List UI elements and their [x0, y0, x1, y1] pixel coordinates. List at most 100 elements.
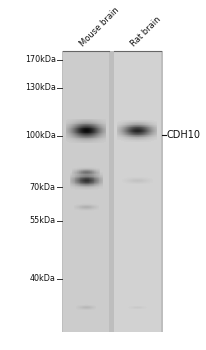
Bar — [143, 133, 144, 134]
Bar — [150, 125, 151, 126]
Bar — [139, 129, 140, 130]
Bar — [77, 130, 78, 131]
Bar — [68, 138, 69, 139]
Bar — [142, 134, 143, 135]
Bar — [151, 137, 152, 138]
Bar — [94, 121, 95, 122]
Bar — [132, 125, 133, 126]
Bar — [88, 133, 89, 134]
Bar — [83, 121, 84, 122]
Bar — [69, 133, 70, 134]
Bar — [126, 135, 127, 136]
Bar — [69, 124, 70, 125]
Bar — [81, 176, 82, 177]
Bar — [154, 129, 156, 130]
Bar — [71, 136, 72, 137]
Bar — [98, 179, 99, 180]
Bar — [88, 188, 89, 189]
Bar — [101, 127, 102, 128]
Bar — [71, 120, 72, 121]
Bar — [75, 186, 76, 187]
Bar — [85, 176, 86, 177]
Bar — [138, 120, 139, 121]
Bar — [135, 135, 136, 136]
Bar — [132, 127, 133, 128]
Bar — [124, 130, 125, 131]
Bar — [69, 131, 70, 132]
Bar — [83, 130, 84, 131]
Bar — [88, 132, 89, 133]
Bar — [85, 139, 86, 140]
Bar — [154, 123, 156, 124]
Bar — [81, 126, 82, 127]
Bar — [99, 128, 100, 130]
Bar — [142, 129, 143, 130]
Bar — [70, 123, 71, 124]
Bar — [80, 122, 81, 123]
Bar — [93, 140, 94, 141]
Bar — [85, 187, 86, 188]
Bar — [150, 132, 151, 133]
Bar — [79, 142, 80, 144]
Bar — [98, 184, 99, 185]
Bar — [99, 187, 100, 188]
Bar — [127, 141, 128, 142]
Bar — [88, 130, 89, 131]
Bar — [102, 139, 103, 140]
Bar — [134, 124, 135, 125]
Bar — [84, 130, 85, 131]
Bar — [84, 123, 85, 124]
Bar — [103, 141, 104, 142]
Bar — [132, 133, 133, 134]
Bar — [100, 136, 101, 137]
Bar — [77, 127, 78, 128]
Bar — [149, 141, 150, 142]
Bar — [137, 120, 138, 121]
Bar — [156, 134, 157, 135]
Bar — [149, 129, 150, 130]
Bar — [137, 141, 138, 142]
Bar — [76, 180, 77, 181]
Bar — [140, 139, 141, 140]
Bar — [142, 125, 143, 126]
Bar — [96, 131, 97, 132]
Bar — [104, 138, 105, 139]
Bar — [90, 180, 91, 181]
Bar — [131, 133, 132, 134]
Bar — [100, 174, 101, 175]
Bar — [127, 135, 128, 136]
Bar — [127, 140, 128, 141]
Bar — [154, 134, 156, 135]
Bar — [117, 137, 118, 138]
Bar — [147, 140, 149, 141]
Bar — [119, 128, 120, 129]
Bar — [71, 172, 72, 173]
Bar — [137, 137, 138, 138]
Bar — [86, 125, 87, 126]
Bar — [125, 124, 126, 125]
Bar — [85, 137, 86, 138]
Bar — [146, 141, 147, 142]
Bar — [117, 130, 118, 131]
Bar — [71, 122, 72, 123]
Bar — [68, 134, 69, 135]
Bar — [98, 142, 99, 144]
Bar — [85, 128, 86, 130]
Bar — [81, 175, 82, 176]
Bar — [156, 136, 157, 137]
Bar — [121, 140, 122, 141]
Bar — [86, 174, 87, 175]
Bar — [105, 136, 106, 137]
Bar — [94, 181, 95, 182]
Bar — [98, 127, 99, 128]
Bar — [66, 135, 67, 136]
Bar — [70, 122, 71, 123]
Bar — [145, 136, 146, 137]
Bar — [105, 132, 106, 133]
Bar — [127, 128, 128, 129]
Bar — [120, 125, 121, 126]
Bar — [146, 133, 147, 134]
Bar — [78, 124, 79, 125]
Bar — [119, 134, 120, 135]
Bar — [73, 134, 74, 135]
